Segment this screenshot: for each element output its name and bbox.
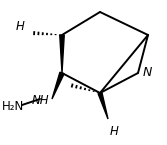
Text: H₂N: H₂N bbox=[2, 100, 24, 114]
Polygon shape bbox=[98, 92, 108, 119]
Polygon shape bbox=[60, 35, 64, 73]
Text: N: N bbox=[143, 67, 152, 79]
Polygon shape bbox=[52, 72, 64, 99]
Text: H: H bbox=[110, 125, 118, 138]
Text: NH: NH bbox=[31, 95, 49, 107]
Text: H: H bbox=[16, 20, 24, 33]
